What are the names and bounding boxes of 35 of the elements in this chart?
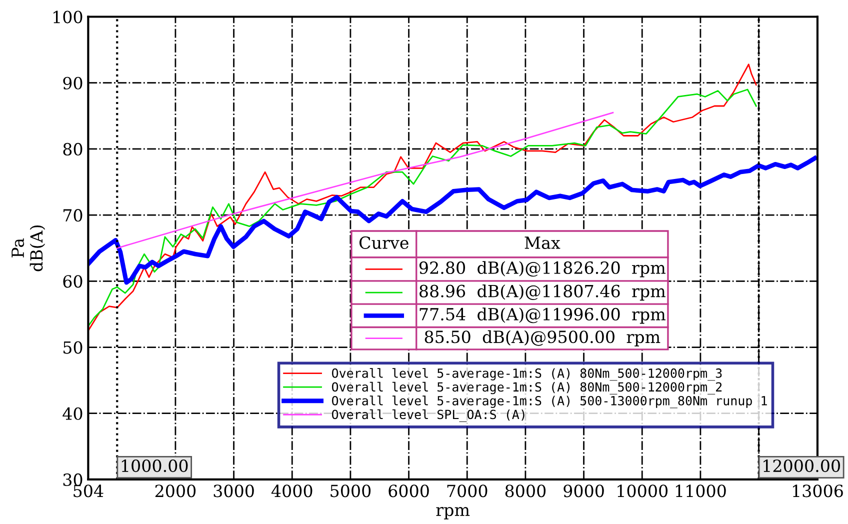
x-tick-label: 504 xyxy=(74,484,104,498)
legend-label: Overall level 5-average-1m:S (A) 80Nm_500-12000rpm_2 xyxy=(332,382,722,394)
y-tick-label: 70 xyxy=(64,209,82,222)
x-tick-label: 9000 xyxy=(564,484,604,498)
legend-label: Overall level 5-average-1m:S (A) 80Nm_500-12000rpm_3 xyxy=(332,368,722,381)
x-tick-label: 7000 xyxy=(447,484,488,498)
annotation: Max xyxy=(524,236,560,250)
y-tick-label: 40 xyxy=(62,407,82,420)
x-tick-label: 13006 xyxy=(792,484,843,498)
x-tick-label: 6000 xyxy=(388,484,429,498)
ref-line-label: 12000.00 xyxy=(764,459,840,472)
annotation: Curve xyxy=(359,236,408,250)
legend-label: Overall level SPL_OA:S (A) xyxy=(332,409,524,422)
y-axis-title: Pa dB(A) xyxy=(12,225,46,272)
x-tick-label: 11000 xyxy=(676,484,726,498)
x-tick-label: 2000 xyxy=(155,484,196,498)
y-tick-label: 90 xyxy=(63,76,82,90)
annotation: 92.80 dB(A)@11826.20 rpm xyxy=(419,261,666,278)
annotation: 85.50 dB(A)@9500.00 rpm xyxy=(424,330,660,346)
annotation: 77.54 dB(A)@11996.00 rpm xyxy=(420,308,666,324)
y-tick-label: 50 xyxy=(64,341,82,354)
annotation: 88.96 dB(A)@11807.46 rpm xyxy=(420,284,666,301)
y-tick-label: 80 xyxy=(63,142,82,156)
x-axis-title: rpm xyxy=(436,507,470,520)
x-tick-label: 5000 xyxy=(330,484,371,498)
x-tick-label: 10000 xyxy=(618,484,668,498)
y-tick-label: 60 xyxy=(63,275,82,288)
ref-line-label: 1000.00 xyxy=(122,459,188,472)
x-tick-label: 4000 xyxy=(271,484,312,498)
x-tick-label: 8000 xyxy=(505,484,546,498)
line-series xyxy=(88,156,818,285)
y-tick-label: 100 xyxy=(54,10,82,24)
legend-label: Overall level 5-average-1m:S (A) 500-13000rpm_80Nm runup 1 xyxy=(332,396,767,408)
line-series xyxy=(116,112,614,249)
x-tick-label: 3000 xyxy=(214,484,254,498)
